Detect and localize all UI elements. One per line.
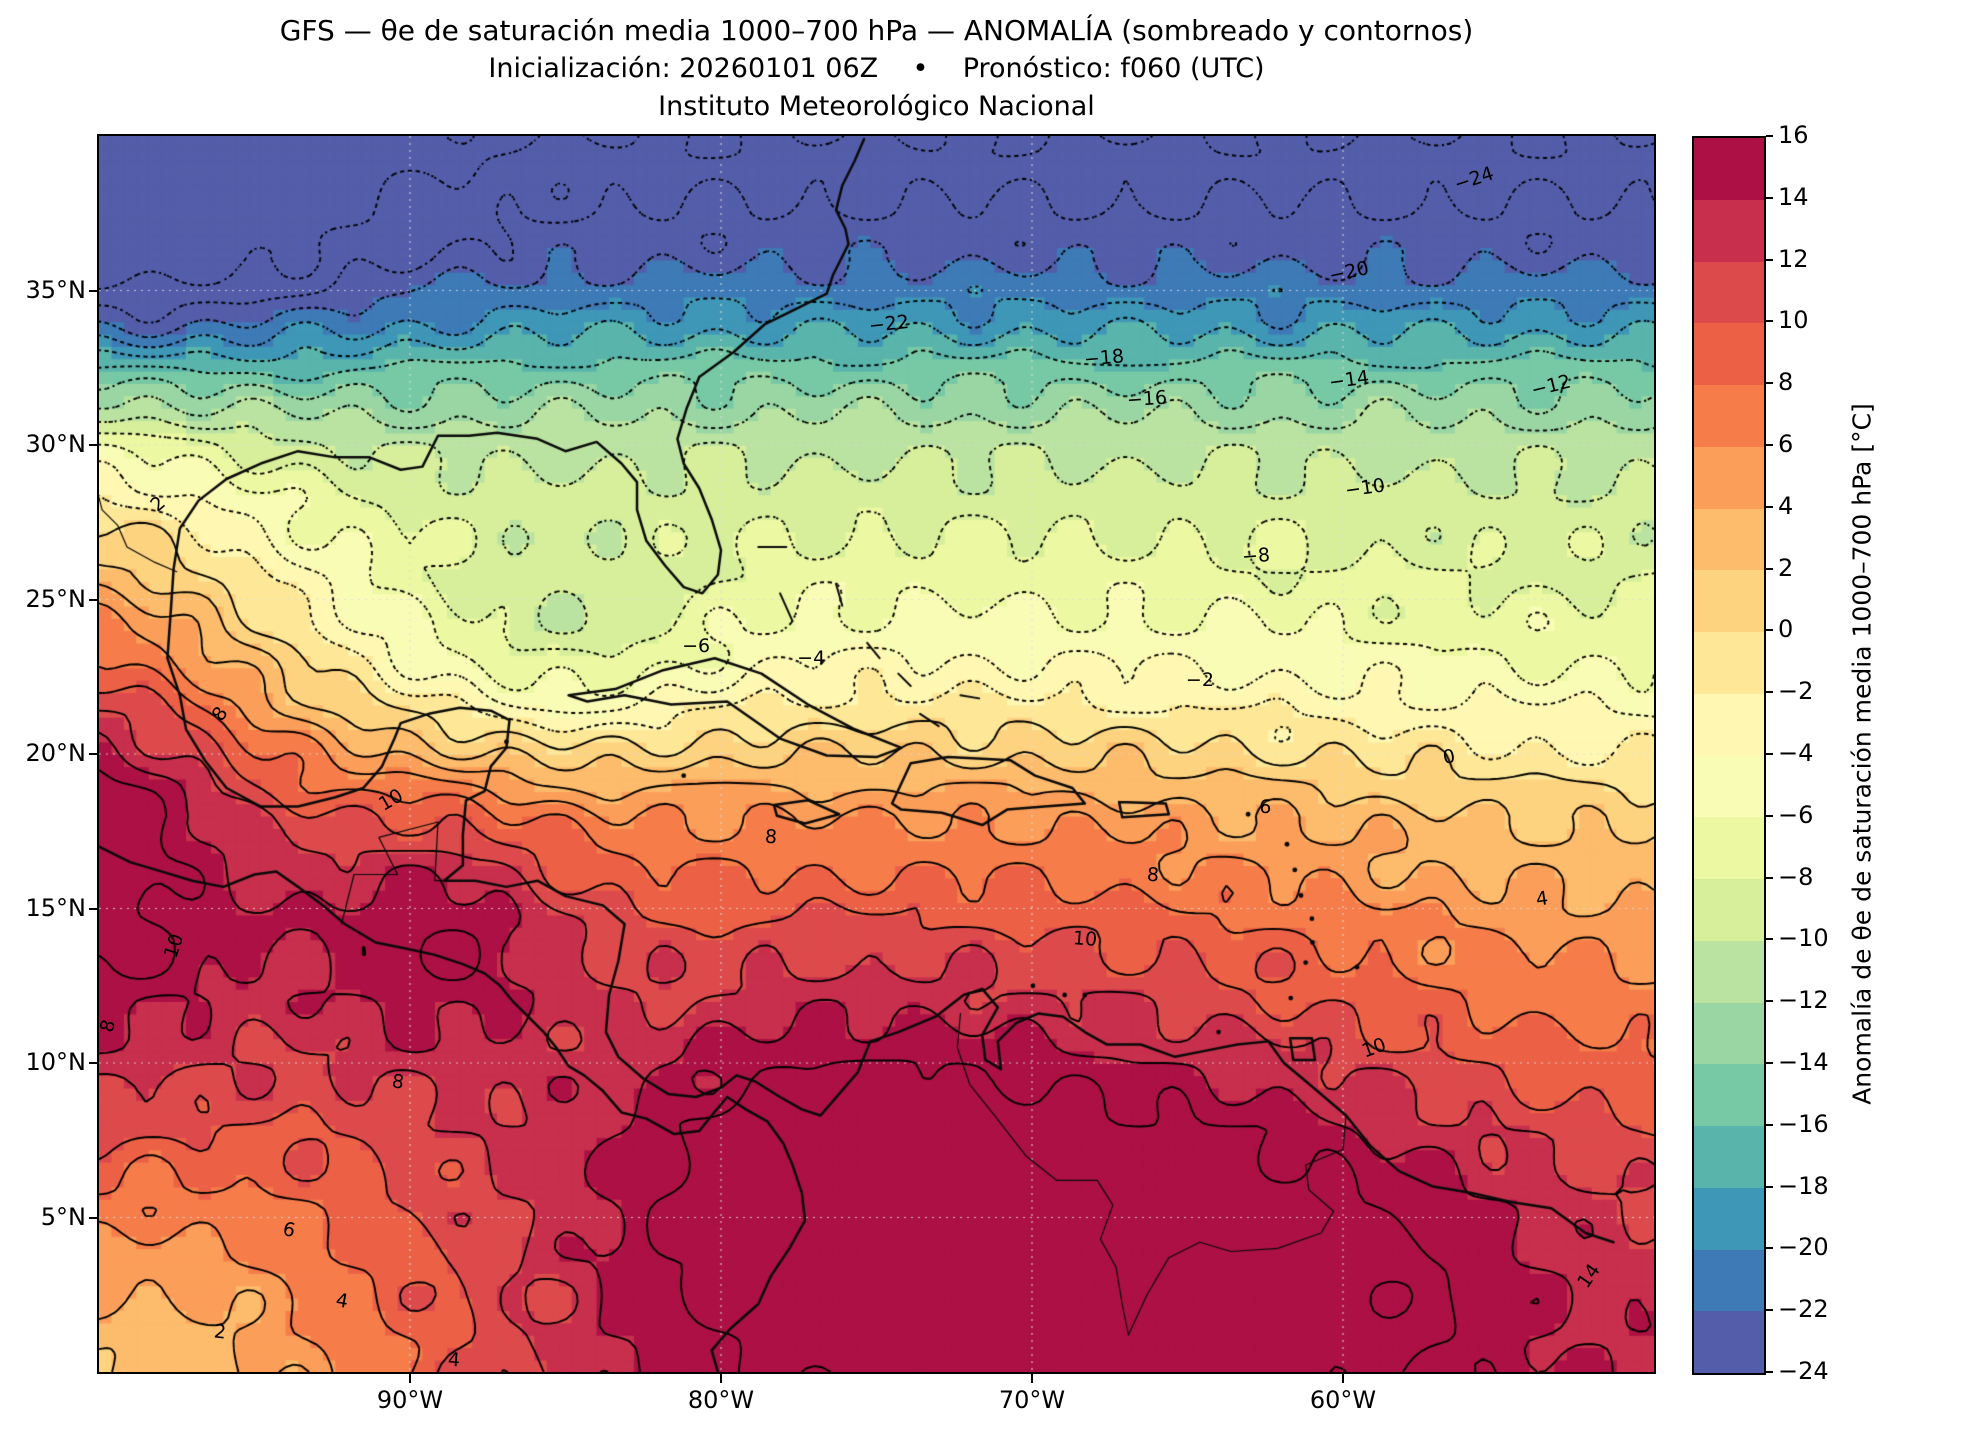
y-tick-mark xyxy=(89,753,98,755)
y-tick-mark xyxy=(89,1216,98,1219)
colorbar-tick-label: −12 xyxy=(1778,986,1829,1015)
chart-institution: Instituto Meteorológico Nacional xyxy=(658,91,1095,122)
y-tick-label: 20°N xyxy=(25,739,87,767)
colorbar-tick-mark xyxy=(1766,505,1773,508)
colorbar-tick-label: −22 xyxy=(1778,1295,1829,1324)
colorbar-tick-label: −4 xyxy=(1778,739,1814,767)
colorbar-tick-mark xyxy=(1766,629,1773,632)
y-tick-mark xyxy=(89,289,98,292)
colorbar-tick-label: 0 xyxy=(1778,615,1794,644)
y-tick-label: 5°N xyxy=(40,1202,86,1231)
colorbar-segment xyxy=(1694,693,1764,756)
colorbar-tick-mark xyxy=(1766,1247,1773,1250)
colorbar xyxy=(1692,136,1766,1375)
x-tick-label: 70°W xyxy=(998,1386,1066,1414)
colorbar-segment xyxy=(1694,385,1764,447)
colorbar-tick-mark xyxy=(1766,567,1773,570)
colorbar-segment xyxy=(1694,138,1764,200)
colorbar-tick-label: 16 xyxy=(1778,121,1809,149)
colorbar-tick-label: 4 xyxy=(1778,491,1794,520)
colorbar-segment xyxy=(1694,323,1764,385)
colorbar-tick-label: 10 xyxy=(1778,306,1809,335)
colorbar-tick-label: −20 xyxy=(1778,1233,1829,1262)
y-tick-label: 10°N xyxy=(25,1048,87,1076)
colorbar-tick-mark xyxy=(1766,444,1773,446)
colorbar-tick-label: −18 xyxy=(1778,1171,1829,1200)
colorbar-tick-mark xyxy=(1766,938,1773,941)
colorbar-segment xyxy=(1694,1249,1764,1312)
colorbar-tick-label: −2 xyxy=(1778,677,1814,706)
y-tick-mark xyxy=(89,598,98,601)
colorbar-tick-mark xyxy=(1766,1309,1773,1312)
x-tick-mark xyxy=(1031,1374,1033,1383)
colorbar-tick-mark xyxy=(1766,1185,1773,1188)
colorbar-segment xyxy=(1694,1126,1764,1188)
y-tick-mark xyxy=(89,907,98,910)
colorbar-segment xyxy=(1694,817,1764,879)
y-tick-mark xyxy=(89,1062,98,1064)
colorbar-tick-label: 14 xyxy=(1778,182,1809,211)
colorbar-tick-label: 12 xyxy=(1778,244,1809,273)
colorbar-tick-mark xyxy=(1766,1371,1773,1373)
y-tick-mark xyxy=(89,444,98,446)
chart-subtitle: Inicialización: 20260101 06Z • Pronóstic… xyxy=(488,53,1265,84)
colorbar-segment xyxy=(1694,940,1764,1003)
colorbar-tick-mark xyxy=(1766,196,1773,199)
colorbar-tick-mark xyxy=(1766,320,1773,323)
colorbar-segment xyxy=(1694,1311,1764,1373)
colorbar-tick-label: −8 xyxy=(1778,862,1814,891)
colorbar-segment xyxy=(1694,508,1764,571)
colorbar-segment xyxy=(1694,1064,1764,1126)
colorbar-tick-mark xyxy=(1766,258,1773,261)
colorbar-tick-label: −6 xyxy=(1778,800,1814,829)
colorbar-segment xyxy=(1694,632,1764,694)
colorbar-label: Anomalía de θe de saturación media 1000–… xyxy=(1847,403,1877,1105)
anomaly-map-canvas xyxy=(99,136,1654,1372)
title-block: GFS — θe de saturación media 1000–700 hP… xyxy=(99,12,1654,126)
colorbar-segment xyxy=(1694,755,1764,818)
y-tick-label: 35°N xyxy=(25,275,87,304)
colorbar-tick-label: 8 xyxy=(1778,368,1794,397)
y-tick-label: 30°N xyxy=(25,430,87,458)
colorbar-tick-label: −16 xyxy=(1778,1109,1829,1138)
colorbar-segment xyxy=(1694,1002,1764,1065)
colorbar-tick-mark xyxy=(1766,691,1773,694)
colorbar-tick-mark xyxy=(1766,1000,1773,1003)
colorbar-segment xyxy=(1694,879,1764,941)
colorbar-tick-mark xyxy=(1766,876,1773,879)
x-tick-mark xyxy=(720,1374,722,1383)
y-tick-label: 15°N xyxy=(25,893,87,922)
x-tick-mark xyxy=(1342,1374,1344,1383)
colorbar-segment xyxy=(1694,261,1764,324)
x-tick-label: 80°W xyxy=(687,1386,755,1414)
colorbar-tick-mark xyxy=(1766,382,1773,385)
colorbar-tick-label: 2 xyxy=(1778,553,1794,582)
x-tick-mark xyxy=(409,1374,411,1383)
colorbar-segment xyxy=(1694,1187,1764,1250)
colorbar-tick-label: 6 xyxy=(1778,430,1794,458)
colorbar-tick-label: −14 xyxy=(1778,1048,1829,1076)
colorbar-tick-label: −24 xyxy=(1778,1357,1829,1385)
colorbar-segment xyxy=(1694,446,1764,509)
y-tick-label: 25°N xyxy=(25,584,87,613)
colorbar-tick-mark xyxy=(1766,135,1773,137)
colorbar-tick-mark xyxy=(1766,753,1773,755)
colorbar-tick-label: −10 xyxy=(1778,924,1829,953)
x-tick-label: 90°W xyxy=(376,1386,444,1414)
colorbar-tick-mark xyxy=(1766,1123,1773,1126)
colorbar-tick-mark xyxy=(1766,1062,1773,1064)
colorbar-tick-mark xyxy=(1766,814,1773,817)
chart-title: GFS — θe de saturación media 1000–700 hP… xyxy=(279,14,1474,47)
colorbar-segment xyxy=(1694,199,1764,262)
x-tick-label: 60°W xyxy=(1309,1386,1377,1414)
colorbar-segment xyxy=(1694,570,1764,632)
